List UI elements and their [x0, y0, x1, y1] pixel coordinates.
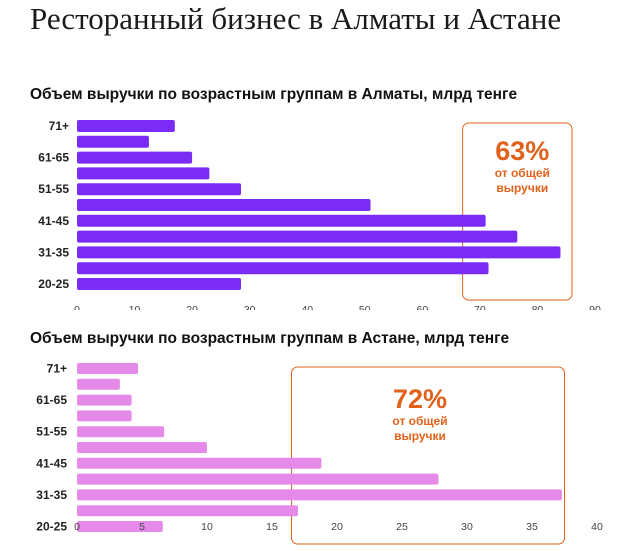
astana-x-tick-label: 35 — [526, 521, 538, 533]
astana-highlight-percent: 72% — [393, 384, 447, 414]
astana-revenue-chart: 71+ 61-65 51-55 41-45 31-35 20-25 0 5 10 15 20 25 30… — [36, 362, 603, 545]
astana-category-label: 51-55 — [36, 425, 67, 439]
almaty-x-tick-label: 80 — [532, 304, 544, 310]
almaty-bar — [77, 151, 193, 164]
astana-bar — [77, 457, 322, 469]
almaty-bar — [77, 167, 210, 180]
astana-category-label: 61-65 — [36, 393, 67, 407]
astana-chart-title: Объем выручки по возрастным группам в Ас… — [30, 330, 510, 347]
almaty-x-tick-label: 60 — [416, 304, 428, 310]
astana-category-label: 41-45 — [36, 456, 67, 470]
almaty-x-tick-label: 30 — [244, 304, 256, 310]
almaty-highlight-caption: выручки — [496, 181, 548, 195]
astana-bar — [77, 363, 139, 374]
astana-category-label: 71+ — [47, 362, 67, 376]
almaty-category-label: 20-25 — [38, 277, 69, 291]
almaty-category-label: 41-45 — [38, 214, 69, 228]
astana-category-label: 20-25 — [36, 520, 67, 534]
almaty-highlight-box — [462, 122, 573, 301]
almaty-x-tick-label: 10 — [129, 304, 141, 310]
astana-bar — [77, 473, 439, 485]
astana-highlight-caption: от общей — [392, 414, 447, 428]
page-title: Ресторанный бизнес в Алматы и Астане — [30, 1, 562, 36]
almaty-highlight-caption: от общей — [495, 166, 550, 180]
astana-category-label: 31-35 — [36, 488, 67, 502]
astana-highlight-box — [291, 366, 565, 545]
astana-bar — [77, 442, 207, 453]
astana-x-tick-label: 25 — [396, 521, 408, 533]
astana-x-tick-label: 0 — [74, 521, 80, 533]
almaty-category-label: 51-55 — [38, 182, 69, 196]
astana-bar — [77, 505, 298, 517]
almaty-bar — [77, 214, 486, 227]
almaty-chart-title: Объем выручки по возрастным группам в Ал… — [30, 86, 518, 103]
almaty-revenue-chart: 71+ 61-65 51-55 41-45 31-35 20-25 0 10 20 30 40 50 6… — [38, 119, 601, 310]
almaty-x-tick-label: 0 — [74, 304, 80, 310]
almaty-bar — [77, 120, 175, 132]
astana-highlight-caption: выручки — [394, 429, 446, 443]
astana-x-tick-label: 15 — [266, 521, 278, 533]
almaty-bar — [77, 199, 371, 211]
almaty-category-label: 31-35 — [38, 245, 69, 259]
astana-x-tick-label: 5 — [139, 521, 145, 533]
almaty-x-tick-label: 40 — [301, 304, 313, 310]
astana-bar — [77, 410, 132, 422]
astana-x-tick-label: 10 — [201, 521, 213, 533]
astana-x-tick-label: 40 — [591, 521, 603, 533]
almaty-x-tick-label: 20 — [186, 304, 198, 310]
almaty-bar — [77, 278, 242, 290]
astana-bar — [77, 521, 163, 532]
almaty-bar — [77, 262, 489, 275]
astana-x-tick-label: 30 — [461, 521, 473, 533]
astana-bar — [77, 489, 562, 501]
almaty-x-tick-label: 50 — [359, 304, 371, 310]
almaty-x-tick-label: 70 — [474, 304, 486, 310]
astana-x-tick-label: 20 — [331, 521, 343, 533]
almaty-highlight-percent: 63% — [495, 136, 549, 166]
almaty-bar — [77, 183, 242, 196]
astana-bar — [77, 378, 120, 390]
almaty-bar — [77, 246, 561, 259]
astana-bar — [77, 394, 132, 406]
almaty-bar — [77, 230, 518, 243]
almaty-category-label: 71+ — [49, 119, 69, 133]
almaty-category-label: 61-65 — [38, 151, 69, 165]
astana-bar — [77, 426, 165, 438]
almaty-bar — [77, 135, 149, 148]
almaty-x-tick-label: 90 — [589, 304, 601, 310]
